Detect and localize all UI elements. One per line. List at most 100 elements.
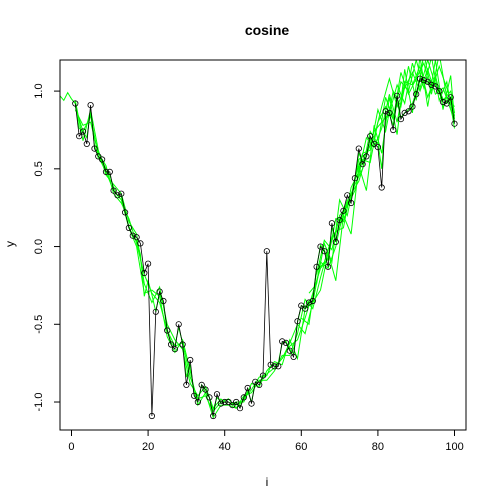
observed-point	[152, 308, 159, 315]
x-tick-label: 20	[142, 441, 154, 453]
chart-title: cosine	[245, 22, 290, 38]
observed-point	[263, 248, 270, 255]
observed-point	[110, 187, 117, 194]
observed-point	[210, 412, 217, 420]
observed-point	[171, 346, 178, 353]
observed-point	[351, 175, 358, 182]
observed-point	[129, 232, 136, 239]
observed-point	[267, 361, 274, 368]
observed-point	[317, 243, 324, 250]
observed-point	[301, 305, 309, 312]
observed-point	[160, 297, 167, 305]
observed-point	[344, 192, 351, 199]
observed-point	[191, 392, 198, 399]
observed-point	[175, 321, 182, 328]
observed-point	[137, 240, 144, 247]
observed-point	[355, 145, 362, 152]
observed-point	[275, 363, 282, 370]
x-tick-label: 60	[295, 441, 307, 453]
plot-frame	[59, 59, 467, 431]
observed-point	[198, 381, 205, 388]
observed-point	[229, 401, 236, 409]
observed-point	[133, 234, 140, 241]
observed-point	[99, 156, 106, 163]
observed-point	[359, 161, 366, 168]
observed-point	[416, 75, 424, 82]
observed-point	[332, 238, 339, 245]
observed-point	[114, 192, 121, 199]
observed-point	[244, 384, 251, 392]
observed-point	[321, 248, 328, 255]
observed-line	[74, 78, 455, 417]
observed-point	[290, 353, 297, 360]
observed-point	[298, 302, 305, 309]
x-tick-label: 100	[445, 441, 463, 453]
observed-point	[436, 88, 443, 95]
band-line-6	[300, 60, 455, 326]
observed-point	[397, 116, 404, 123]
observed-point	[409, 103, 416, 110]
observed-point	[83, 140, 90, 147]
observed-point	[87, 102, 94, 109]
observed-point	[102, 168, 110, 175]
observed-point	[313, 263, 320, 270]
observed-point	[443, 100, 450, 107]
observed-point	[282, 339, 290, 346]
observed-point	[390, 126, 397, 134]
observed-point	[213, 391, 221, 398]
series-points	[72, 75, 458, 420]
observed-point	[194, 398, 201, 406]
observed-point	[378, 184, 385, 191]
observed-point	[106, 168, 113, 175]
y-axis: -1.0 -0.5 0.0 0.5 1.0	[33, 83, 60, 412]
observed-point	[420, 77, 427, 84]
observed-point	[72, 100, 79, 107]
observed-point	[259, 372, 267, 379]
observed-point	[286, 347, 293, 354]
observed-point	[324, 263, 332, 270]
observed-point	[206, 394, 213, 401]
observed-point	[451, 120, 458, 127]
observed-point	[401, 109, 408, 117]
observed-point	[428, 81, 435, 89]
observed-point	[393, 92, 401, 99]
band-line-8	[316, 60, 455, 275]
observed-point	[336, 217, 343, 224]
y-tick-label: 0.5	[33, 161, 45, 176]
observed-point	[148, 412, 155, 420]
observed-point	[240, 394, 247, 401]
observed-point	[432, 83, 439, 90]
observed-point	[447, 94, 454, 101]
observed-point	[233, 398, 240, 406]
observed-point	[122, 209, 129, 216]
observed-point	[217, 400, 224, 407]
x-tick-label: 0	[68, 441, 74, 453]
observed-point	[374, 144, 381, 151]
observed-point	[76, 133, 83, 140]
x-axis-label: i	[266, 475, 269, 489]
observed-point	[221, 398, 228, 406]
y-tick-label: -0.5	[33, 315, 45, 334]
x-tick-label: 40	[219, 441, 231, 453]
y-tick-label: 1.0	[33, 83, 45, 98]
observed-point	[91, 145, 98, 152]
observed-point	[256, 381, 263, 388]
observed-point	[305, 299, 313, 306]
observed-point	[125, 224, 132, 231]
observed-point	[367, 133, 374, 140]
observed-point	[225, 398, 232, 406]
observed-point	[347, 199, 355, 207]
observed-point	[156, 288, 163, 295]
observed-point	[328, 220, 335, 227]
observed-point	[413, 91, 420, 98]
observed-point	[95, 153, 102, 160]
observed-point	[439, 98, 447, 106]
observed-point	[309, 297, 316, 305]
observed-point	[279, 338, 286, 345]
observed-point	[294, 318, 301, 325]
y-tick-label: -1.0	[33, 393, 45, 412]
observed-point	[340, 207, 347, 214]
observed-point	[145, 260, 152, 267]
observed-point	[187, 356, 194, 364]
